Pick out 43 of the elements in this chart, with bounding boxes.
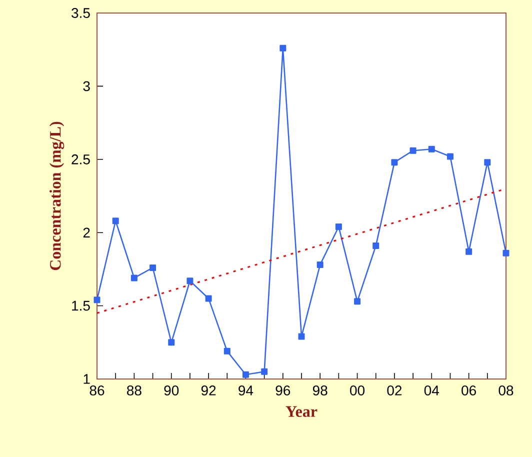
point xyxy=(372,242,380,250)
x-tick-label: 00 xyxy=(350,386,365,396)
point xyxy=(466,248,472,255)
x-tick-label: 90 xyxy=(164,386,179,396)
point xyxy=(502,250,510,256)
x-tick-label: 86 xyxy=(90,386,104,396)
point xyxy=(446,153,454,160)
point xyxy=(186,278,194,284)
point xyxy=(261,368,268,375)
point xyxy=(280,44,286,52)
point xyxy=(150,264,156,271)
point xyxy=(112,218,119,224)
point xyxy=(205,295,212,302)
point xyxy=(354,298,361,305)
y-tick-label: 2 xyxy=(83,228,90,238)
point xyxy=(428,146,435,152)
y-tick-label: 3 xyxy=(83,81,90,92)
point xyxy=(130,274,138,282)
point xyxy=(168,339,175,346)
x-tick-label: 94 xyxy=(238,386,254,396)
point xyxy=(298,333,305,340)
x-tick-label: 04 xyxy=(424,386,440,396)
point xyxy=(224,348,230,354)
point xyxy=(335,223,342,230)
y-tick-label: 2.5 xyxy=(72,154,90,164)
point xyxy=(410,147,416,154)
x-tick-label: 92 xyxy=(201,386,216,396)
x-tick-label: 96 xyxy=(276,386,290,396)
y-tick-label: 1.5 xyxy=(72,300,90,311)
x-axis-title: Year xyxy=(286,406,318,417)
point xyxy=(391,159,398,166)
x-tick-label: 08 xyxy=(498,386,514,396)
point xyxy=(316,262,324,268)
x-tick-label: 88 xyxy=(127,386,142,396)
y-tick-label: 3.5 xyxy=(72,8,90,18)
y-axis-title: Concentration (mg/L) xyxy=(50,122,64,270)
point xyxy=(94,296,100,304)
y-tick-label: 1 xyxy=(84,374,90,384)
x-tick-label: 98 xyxy=(312,386,328,396)
x-tick-label: 02 xyxy=(387,386,402,396)
x-tick-label: 06 xyxy=(462,386,476,396)
point xyxy=(484,159,491,166)
point xyxy=(242,371,249,378)
